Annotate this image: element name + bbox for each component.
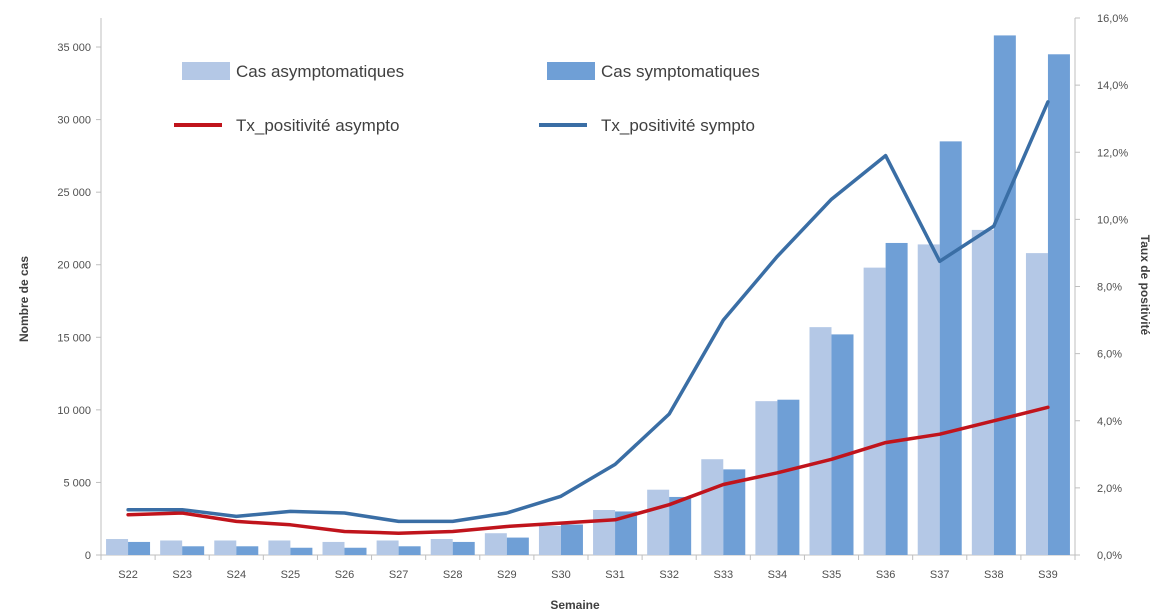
bar — [452, 541, 475, 555]
x-tick-label: S22 — [118, 569, 138, 581]
bar — [344, 547, 367, 555]
x-tick-label: S36 — [876, 569, 896, 581]
y2-tick-label: 4,0% — [1097, 416, 1122, 428]
x-tick-label: S31 — [605, 569, 625, 581]
bar — [755, 401, 778, 555]
bar — [723, 469, 746, 555]
x-tick-label: S30 — [551, 569, 571, 581]
legend-swatch — [547, 62, 595, 80]
y-tick-label: 25 000 — [57, 187, 91, 199]
x-tick-label: S37 — [930, 569, 950, 581]
bar — [560, 524, 583, 555]
y2-tick-label: 14,0% — [1097, 80, 1128, 92]
legend-label: Cas asymptomatiques — [236, 62, 404, 81]
bar — [322, 541, 345, 555]
bar — [214, 540, 237, 555]
bar — [236, 546, 259, 555]
chart-axes — [96, 17, 1080, 560]
x-tick-label: S24 — [226, 569, 246, 581]
bar — [182, 546, 205, 555]
y-tick-label: 15 000 — [57, 332, 91, 344]
legend-label: Tx_positivité sympto — [601, 116, 755, 135]
bar — [669, 496, 692, 555]
y-tick-label: 10 000 — [57, 405, 91, 417]
y-tick-label: 20 000 — [57, 260, 91, 272]
bar — [484, 533, 507, 555]
y-tick-label: 30 000 — [57, 115, 91, 127]
series-line — [126, 100, 1050, 524]
x-tick-label: S27 — [389, 569, 409, 581]
y2-tick-label: 12,0% — [1097, 147, 1128, 159]
bar — [809, 327, 832, 555]
bar — [128, 541, 151, 555]
x-axis-title: Semaine — [550, 598, 600, 612]
bar — [593, 510, 616, 555]
legend-swatch — [182, 62, 230, 80]
y-axis-title: Nombre de cas — [17, 256, 31, 342]
y2-tick-label: 6,0% — [1097, 349, 1122, 361]
x-tick-label: S33 — [713, 569, 733, 581]
bar — [160, 540, 183, 555]
y2-tick-label: 0,0% — [1097, 550, 1122, 562]
y2-tick-label: 16,0% — [1097, 13, 1128, 25]
y2-tick-label: 2,0% — [1097, 483, 1122, 495]
bar — [1047, 54, 1070, 555]
x-tick-label: S23 — [172, 569, 192, 581]
x-tick-label: S34 — [768, 569, 788, 581]
y-tick-label: 0 — [85, 550, 91, 562]
x-tick-label: S38 — [984, 569, 1004, 581]
bar — [506, 537, 529, 555]
bar — [971, 229, 994, 556]
bar — [1025, 253, 1048, 556]
y2-tick-label: 10,0% — [1097, 214, 1128, 226]
bar — [939, 141, 962, 555]
x-tick-label: S29 — [497, 569, 517, 581]
y2-tick-label: 8,0% — [1097, 282, 1122, 294]
bar — [538, 525, 561, 555]
x-tick-label: S39 — [1038, 569, 1058, 581]
series-line — [126, 405, 1050, 535]
y-tick-label: 35 000 — [57, 42, 91, 54]
chart-legend: Cas asymptomatiques Cas symptomatiques Tx_… — [174, 62, 760, 135]
x-tick-label: S35 — [822, 569, 842, 581]
x-tick-label: S28 — [443, 569, 463, 581]
bar — [290, 547, 313, 555]
y2-axis-title: Taux de positivité — [1138, 235, 1152, 336]
x-tick-label: S25 — [281, 569, 301, 581]
tick-labels: 0 5 000 10 000 15 000 20 000 25 000 30 000 35 0… — [57, 13, 1128, 581]
bar — [430, 539, 453, 555]
bar — [885, 242, 908, 555]
bar — [376, 540, 399, 555]
x-tick-label: S26 — [335, 569, 355, 581]
bar — [615, 511, 638, 555]
y-tick-label: 5 000 — [63, 477, 91, 489]
bar — [777, 399, 800, 555]
x-tick-label: S32 — [659, 569, 679, 581]
bar — [701, 459, 724, 555]
bar — [647, 489, 670, 555]
bar — [398, 546, 421, 555]
bar — [831, 334, 854, 555]
bar-marks — [106, 35, 1070, 556]
legend-label: Cas symptomatiques — [601, 62, 760, 81]
bar — [106, 539, 129, 555]
bar — [863, 267, 886, 555]
legend-label: Tx_positivité asympto — [236, 116, 399, 135]
line-marks — [126, 100, 1050, 535]
bar — [268, 540, 291, 555]
bar — [917, 244, 940, 555]
bar — [993, 35, 1016, 556]
